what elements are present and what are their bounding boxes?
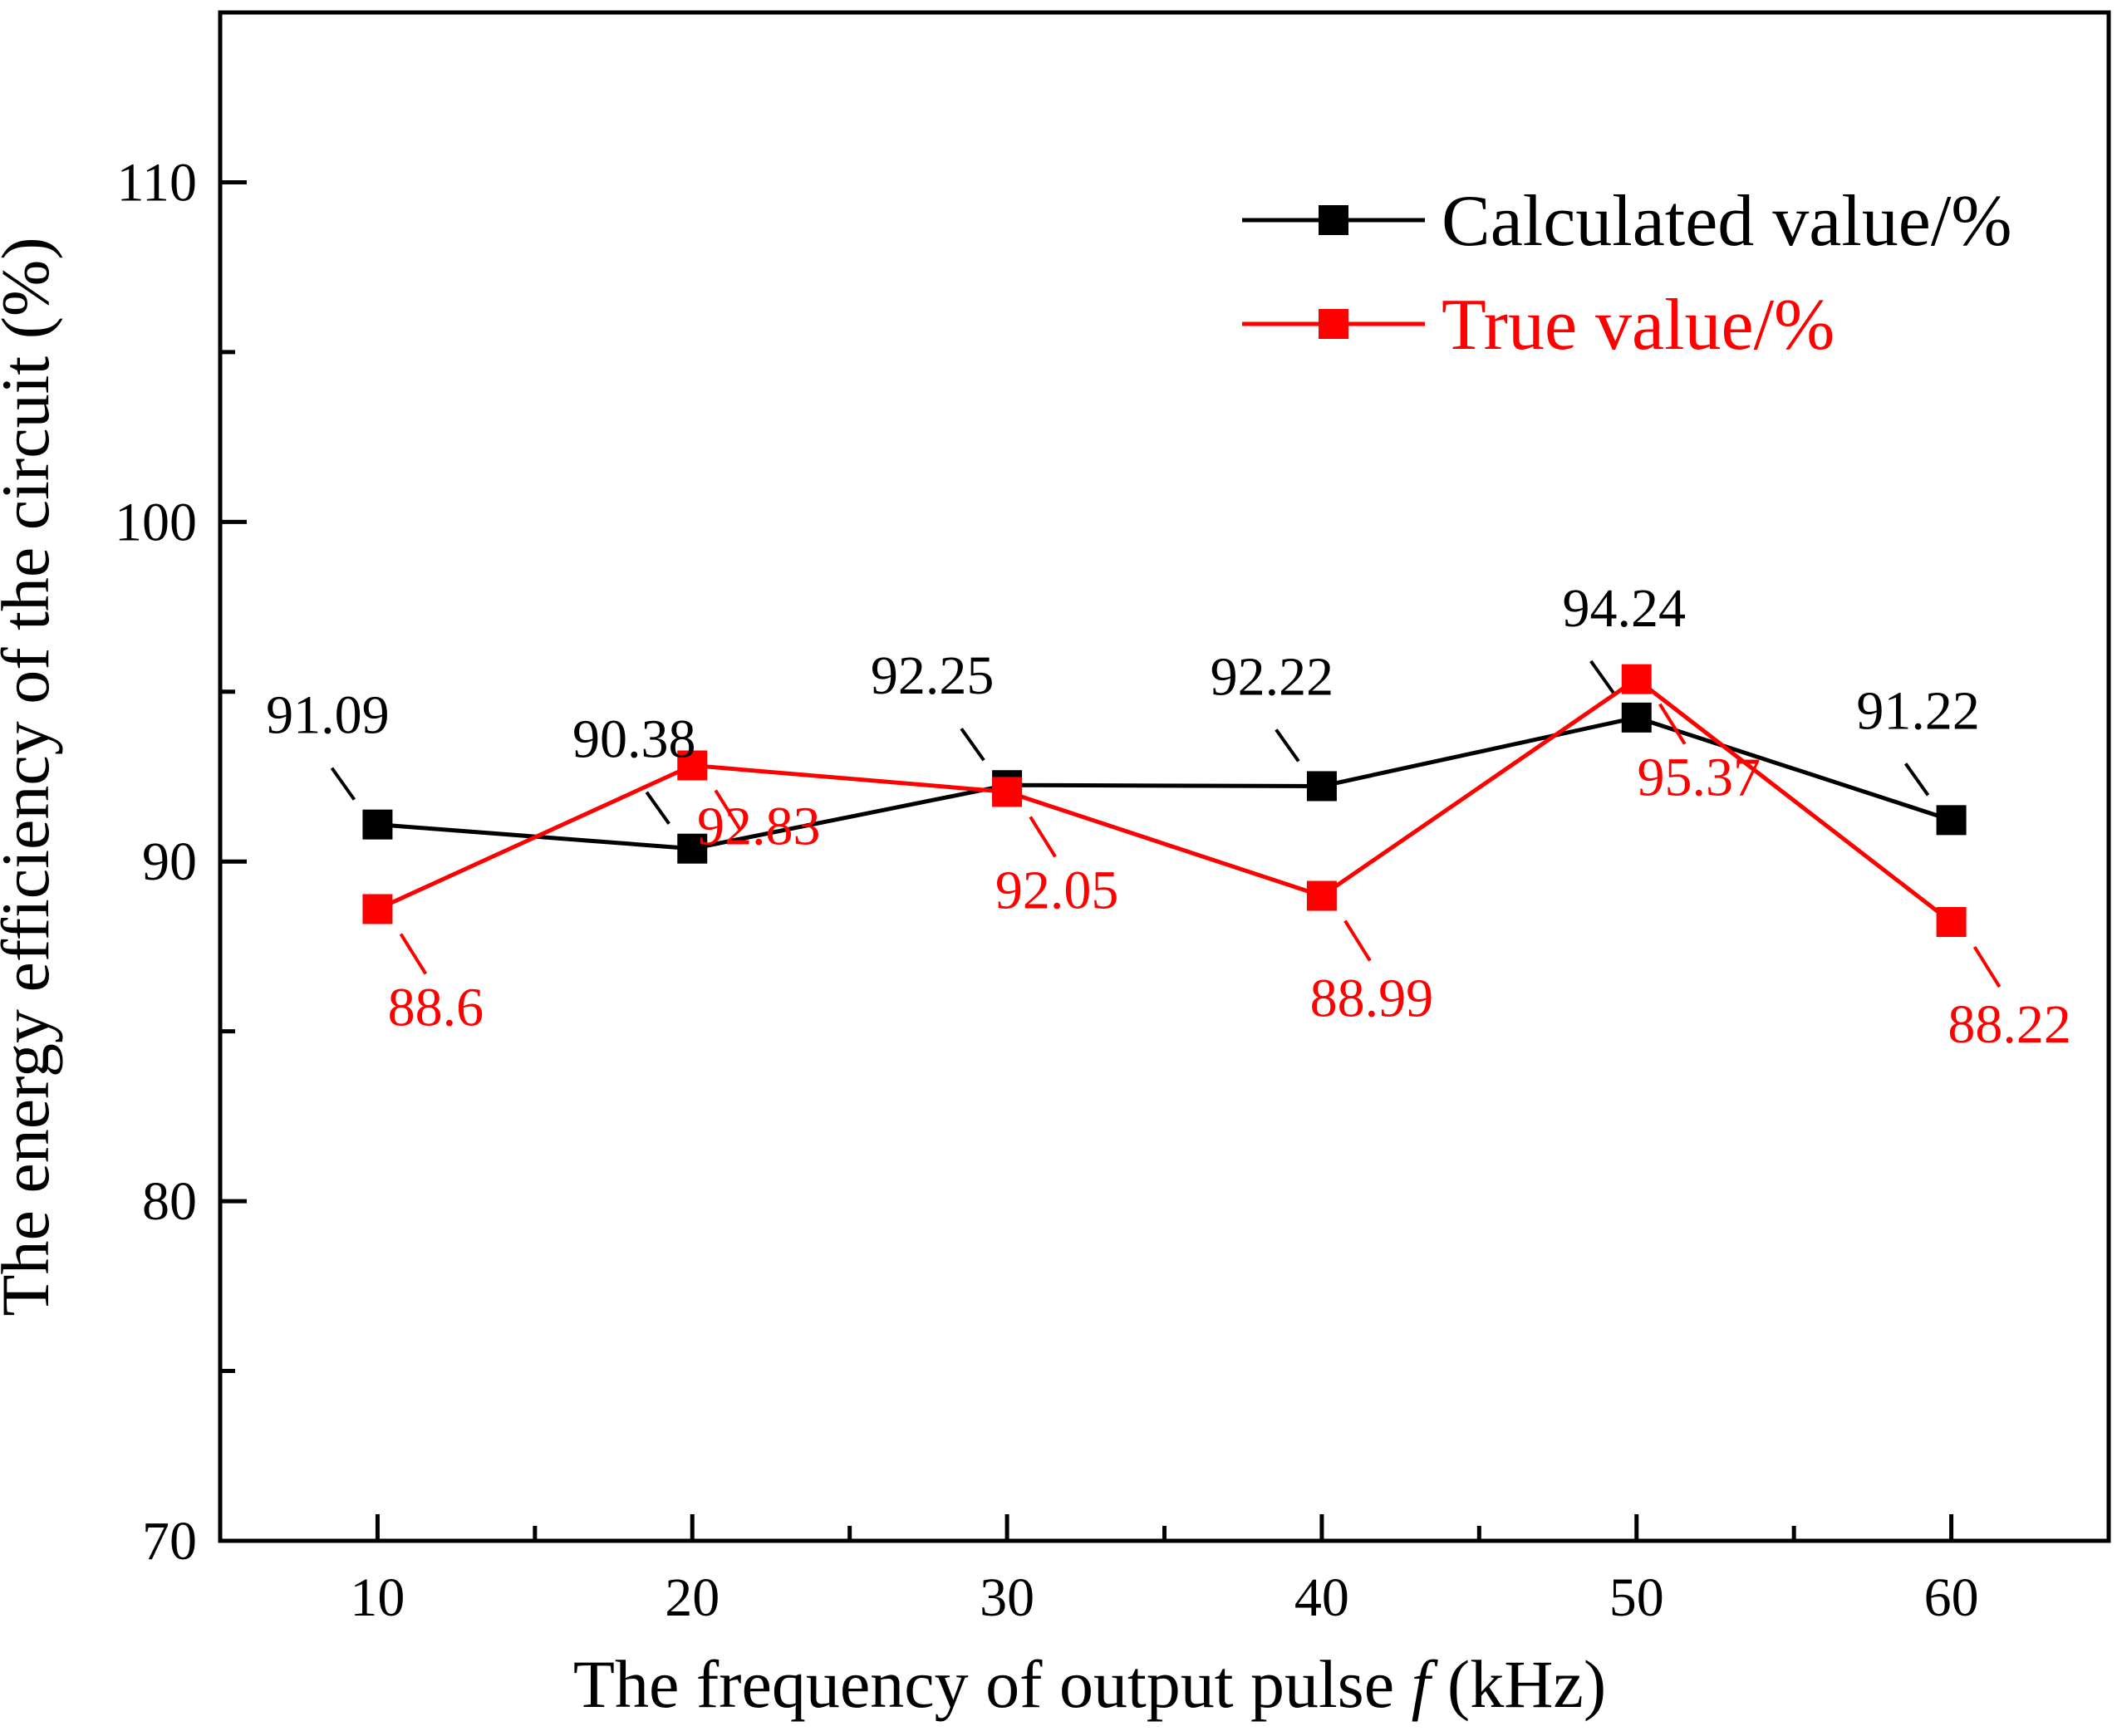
data-point-1-1 — [677, 750, 708, 781]
leader-line-0-3 — [1275, 728, 1300, 763]
series-line-1 — [376, 676, 1953, 924]
x-axis-title: The frequency of output pulse f (kHz) — [573, 1646, 1606, 1722]
leader-line-1-2 — [1029, 816, 1057, 858]
data-point-1-2 — [992, 777, 1023, 807]
leader-line-0-1 — [645, 791, 670, 825]
data-label-0-1: 90.38 — [572, 709, 696, 770]
data-label-0-0: 91.09 — [266, 685, 390, 746]
leader-line-1-5 — [1972, 945, 2002, 988]
x-tick-label: 50 — [1609, 1567, 1664, 1628]
legend-label-calculated: Calculated value/% — [1442, 181, 2012, 262]
leader-line-1-1 — [714, 789, 742, 831]
data-point-0-0 — [362, 809, 393, 840]
leader-line-0-2 — [960, 728, 985, 762]
series-line-0 — [377, 715, 1952, 851]
legend-marker-calculated — [1319, 205, 1348, 235]
x-tick-label: 40 — [1294, 1567, 1349, 1628]
plot-frame — [218, 10, 2111, 1543]
data-point-1-3 — [1306, 880, 1337, 911]
y-tick-label: 90 — [142, 831, 197, 892]
data-point-0-5 — [1936, 805, 1967, 836]
data-label-1-5: 88.22 — [1948, 994, 2071, 1055]
data-label-0-2: 92.25 — [871, 645, 995, 706]
x-tick-label: 20 — [665, 1567, 720, 1628]
y-tick-label: 110 — [116, 152, 197, 213]
y-axis-title: The energy efficiency of the circuit (%) — [0, 237, 63, 1316]
data-label-0-5: 91.22 — [1856, 680, 1980, 741]
series-markers — [362, 664, 1967, 938]
y-tick-label: 70 — [142, 1511, 197, 1572]
axis-ticks: 70 80 90 100 110 10 20 30 40 50 60 — [115, 152, 1979, 1628]
data-labels: 91.09 90.38 92.25 92.22 94.24 91.22 88.6 92.83 9… — [266, 578, 2071, 1055]
leader-line-1-3 — [1343, 919, 1372, 962]
x-tick-label: 10 — [350, 1567, 405, 1628]
data-point-0-1 — [677, 833, 708, 864]
x-tick-label: 30 — [980, 1567, 1034, 1628]
data-point-1-4 — [1621, 664, 1652, 694]
x-axis-title-suffix: (kHz) — [1430, 1646, 1606, 1722]
data-label-1-2: 92.05 — [995, 860, 1119, 920]
leader-line-0-4 — [1589, 660, 1615, 694]
leader-line-1-0 — [399, 933, 428, 975]
data-point-0-3 — [1306, 771, 1337, 802]
y-tick-label: 80 — [142, 1171, 197, 1232]
legend-label-true: True value/% — [1442, 285, 1835, 365]
legend-marker-true — [1319, 309, 1348, 339]
x-axis-title-prefix: The frequency of output pulse — [573, 1646, 1412, 1722]
data-point-0-4 — [1621, 702, 1652, 733]
data-label-1-3: 88.99 — [1310, 969, 1434, 1029]
data-label-1-0: 88.6 — [388, 977, 484, 1037]
data-label-0-4: 94.24 — [1563, 578, 1687, 639]
data-point-1-5 — [1936, 907, 1967, 938]
legend: Calculated value/% True value/% — [1242, 181, 2012, 365]
data-label-1-1: 92.83 — [697, 797, 821, 857]
data-label-0-3: 92.22 — [1211, 646, 1334, 707]
y-tick-label: 100 — [115, 492, 197, 552]
data-label-1-4: 95.37 — [1638, 748, 1761, 808]
data-point-1-0 — [362, 894, 393, 924]
leader-line-1-4 — [1658, 703, 1687, 745]
leader-line-0-5 — [1903, 763, 1930, 797]
leader-line-0-0 — [330, 767, 356, 801]
label-leader-lines — [330, 660, 2002, 988]
series-lines — [376, 676, 1953, 924]
x-tick-label: 60 — [1924, 1567, 1979, 1628]
